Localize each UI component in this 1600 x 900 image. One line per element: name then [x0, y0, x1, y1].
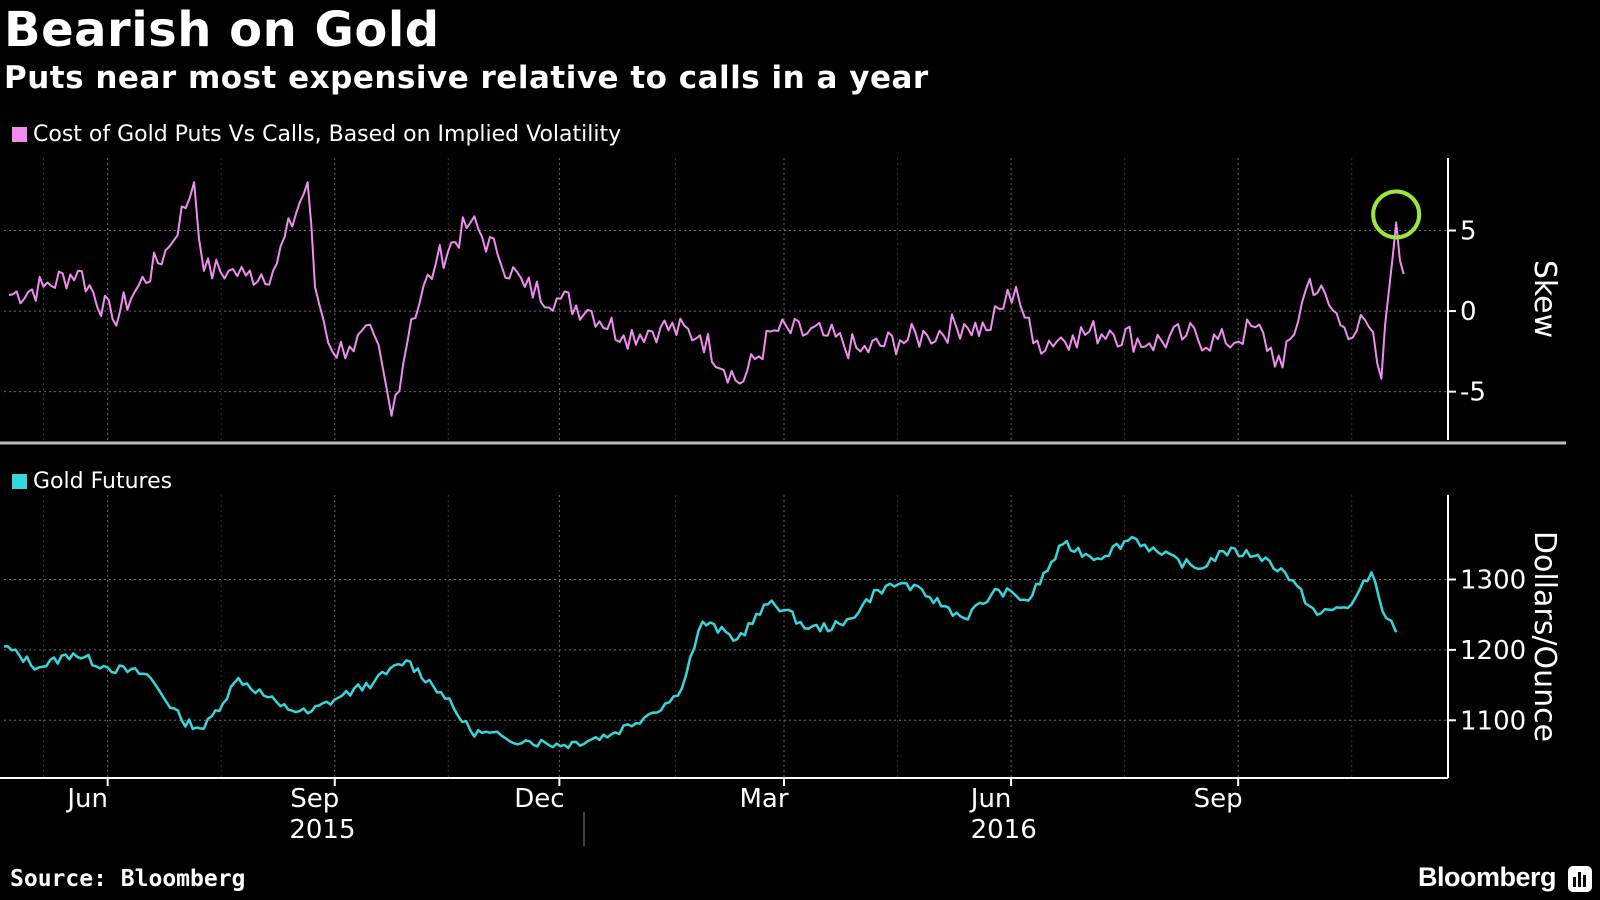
x-year-label-0: 2015 [289, 815, 355, 845]
bloomberg-terminal-icon [1568, 866, 1592, 892]
skew-series-line [8, 181, 1405, 417]
legend-skew: Cost of Gold Puts Vs Calls, Based on Imp… [12, 122, 621, 147]
chart-title: Bearish on Gold [4, 2, 440, 58]
x-tick-label-3: Mar [739, 784, 788, 814]
legend-futures: Gold Futures [12, 469, 172, 494]
axis-layer [0, 158, 1566, 846]
legend-swatch-skew [12, 127, 27, 142]
brand-name: Bloomberg [1417, 862, 1557, 892]
skew-ytick-label-0: -5 [1460, 378, 1486, 408]
skew-y-axis-label: Skew [1527, 260, 1562, 338]
futures-ytick-label-0: 1100 [1460, 706, 1526, 736]
futures-y-axis-label: Dollars/Ounce [1527, 531, 1562, 742]
highlight-circle [1371, 189, 1422, 240]
x-tick-label-0: Jun [65, 784, 108, 814]
source-note: Source: Bloomberg [10, 866, 246, 892]
skew-ytick-label-2: 5 [1460, 217, 1477, 247]
legend-label-skew: Cost of Gold Puts Vs Calls, Based on Imp… [33, 122, 622, 147]
futures-series-line [4, 535, 1398, 750]
chart-subtitle: Puts near most expensive relative to cal… [4, 60, 929, 96]
x-tick-label-2: Dec [514, 784, 564, 814]
legend-label-futures: Gold Futures [33, 469, 173, 494]
futures-ytick-label-1: 1200 [1460, 636, 1526, 666]
label-layer: -5 0 5 Skew 1100 1200 1300 Dollars/Ounce Jun Sep D… [65, 217, 1562, 845]
x-year-label-1: 2016 [971, 815, 1037, 845]
grid-layer [4, 158, 1448, 778]
x-tick-label-1: Sep [290, 784, 339, 814]
x-tick-label-4: Jun [969, 784, 1012, 814]
futures-ytick-label-2: 1300 [1460, 565, 1526, 595]
x-tick-label-5: Sep [1194, 784, 1243, 814]
skew-ytick-label-1: 0 [1460, 297, 1477, 327]
legend-swatch-futures [12, 474, 27, 489]
